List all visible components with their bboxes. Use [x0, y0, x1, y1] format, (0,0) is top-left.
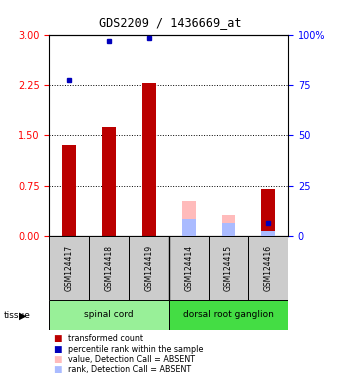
Text: spinal cord: spinal cord — [84, 310, 134, 319]
Text: dorsal root ganglion: dorsal root ganglion — [183, 310, 274, 319]
Bar — [142, 83, 156, 236]
Text: ■: ■ — [53, 365, 61, 374]
Text: tissue: tissue — [3, 311, 30, 320]
Bar — [169, 300, 288, 330]
Text: value, Detection Call = ABSENT: value, Detection Call = ABSENT — [68, 355, 195, 364]
Bar — [62, 146, 76, 236]
Text: GSM124418: GSM124418 — [105, 245, 114, 291]
Bar — [222, 223, 235, 236]
Bar — [129, 236, 169, 300]
Text: ▶: ▶ — [19, 311, 26, 321]
Text: GSM124419: GSM124419 — [144, 245, 153, 291]
Text: percentile rank within the sample: percentile rank within the sample — [68, 344, 204, 354]
Text: GSM124414: GSM124414 — [184, 245, 193, 291]
Bar — [169, 236, 209, 300]
Bar — [89, 236, 129, 300]
Text: GSM124417: GSM124417 — [65, 245, 74, 291]
Bar — [261, 231, 275, 236]
Text: ■: ■ — [53, 344, 61, 354]
Bar — [182, 219, 196, 236]
Text: GDS2209 / 1436669_at: GDS2209 / 1436669_at — [99, 16, 242, 29]
Text: rank, Detection Call = ABSENT: rank, Detection Call = ABSENT — [68, 365, 191, 374]
Text: ■: ■ — [53, 355, 61, 364]
Bar — [49, 300, 169, 330]
Bar — [248, 236, 288, 300]
Text: ■: ■ — [53, 334, 61, 343]
Bar — [49, 236, 89, 300]
Bar — [261, 189, 275, 236]
Bar — [182, 201, 196, 236]
Bar — [222, 215, 235, 236]
Text: transformed count: transformed count — [68, 334, 143, 343]
Bar — [209, 236, 248, 300]
Bar — [102, 127, 116, 236]
Text: GSM124416: GSM124416 — [264, 245, 273, 291]
Text: GSM124415: GSM124415 — [224, 245, 233, 291]
